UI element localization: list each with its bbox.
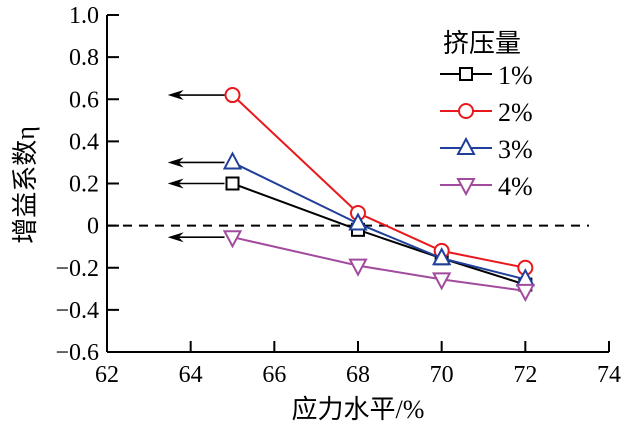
data-point: [222, 230, 243, 249]
legend-item: 3%: [440, 135, 533, 164]
y-tick-label: −0.2: [55, 256, 99, 282]
data-point: [432, 247, 452, 266]
data-point: [515, 283, 535, 303]
legend-title: 挤压量: [443, 29, 521, 58]
arrow-head-icon: [167, 178, 184, 189]
x-tick-label: 68: [346, 362, 370, 388]
legend-label: 2%: [498, 98, 533, 127]
legend-label: 3%: [498, 135, 533, 164]
arrow-head-icon: [167, 90, 184, 101]
y-tick-label: 1.0: [69, 3, 99, 29]
y-tick-label: 0.6: [69, 87, 99, 113]
legend-marker-icon: [456, 178, 476, 197]
y-axis-label: 增益系数η: [11, 126, 40, 244]
data-point: [348, 212, 368, 231]
series-line: [231, 94, 526, 269]
x-tick-label: 62: [95, 362, 119, 388]
arrow-head-icon: [167, 232, 184, 243]
y-tick-label: −0.6: [55, 340, 99, 366]
x-tick-label: 74: [597, 362, 621, 388]
data-point: [222, 151, 243, 170]
marks: 1% 2% 3% 4%: [167, 61, 535, 303]
x-tick-label: 64: [179, 362, 203, 388]
legend-marker-icon: [459, 67, 473, 81]
axes: 62 64 66 68 70 72 74 −0.6 −0.4 −0.2 0 0.2 0.4 0.6 0.8 1…: [55, 3, 621, 388]
legend-marker-icon: [458, 103, 474, 119]
legend-marker-icon: [456, 136, 476, 155]
x-tick-label: 70: [430, 362, 454, 388]
data-point: [225, 176, 240, 191]
data-point: [348, 258, 368, 277]
y-tick-label: 0.2: [69, 172, 99, 198]
data-point: [224, 87, 241, 104]
legend-label: 4%: [498, 172, 533, 201]
arrow-head-icon: [167, 157, 184, 168]
y-tick-label: 0.8: [69, 45, 99, 71]
y-tick-label: −0.4: [55, 298, 99, 324]
series-1pct: [225, 176, 533, 292]
legend-label: 1%: [498, 61, 533, 90]
x-tick-label: 72: [513, 362, 537, 388]
legend-item: 2%: [440, 98, 533, 127]
data-point: [432, 272, 452, 291]
x-tick-label: 66: [262, 362, 286, 388]
series-line: [232, 182, 526, 286]
series-line: [232, 161, 526, 281]
x-axis-label: 应力水平/%: [292, 395, 425, 424]
series-3pct: [222, 151, 535, 287]
legend-item: 4%: [440, 172, 533, 201]
series-line: [232, 236, 526, 292]
y-tick-label: 0: [87, 214, 99, 240]
y-tick-label: 0.4: [69, 129, 99, 155]
series-4pct: [222, 230, 535, 303]
legend-item: 1%: [440, 61, 533, 90]
